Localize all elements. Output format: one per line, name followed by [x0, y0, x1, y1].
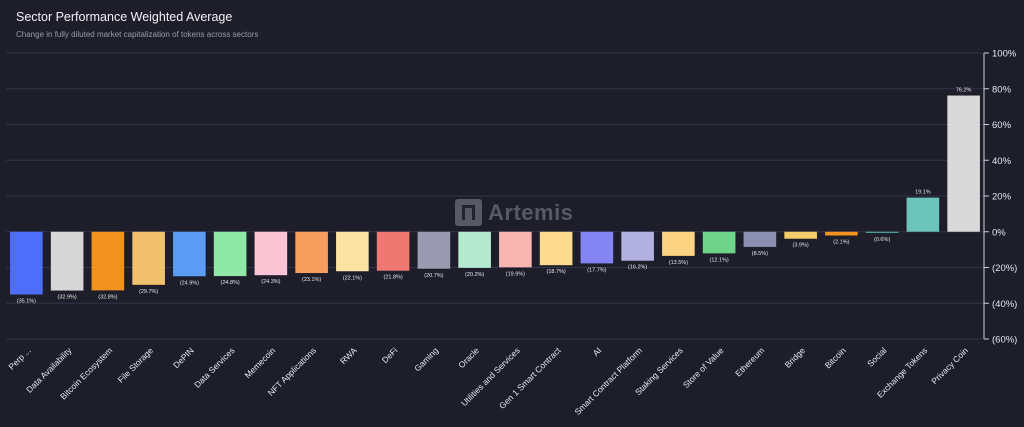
y-tick-label: 80%	[992, 84, 1012, 95]
data-label: (29.7%)	[139, 289, 158, 295]
data-label: (22.1%)	[343, 275, 362, 281]
bar	[336, 231, 369, 272]
bar	[947, 95, 980, 232]
data-label: (2.1%)	[833, 240, 849, 246]
data-label: (23.1%)	[302, 277, 321, 283]
data-label: (24.8%)	[220, 280, 239, 286]
bar	[621, 231, 654, 261]
artemis-logo-icon	[455, 199, 482, 226]
x-tick-label: DePIN	[171, 345, 196, 370]
y-tick-label: 40%	[992, 156, 1012, 167]
data-label: (16.2%)	[628, 265, 647, 271]
data-label: (21.8%)	[383, 275, 402, 281]
bar	[743, 231, 777, 247]
data-label: (24.9%)	[180, 280, 199, 286]
bar	[865, 231, 899, 233]
data-label: (20.2%)	[465, 272, 484, 278]
data-label: (17.7%)	[587, 267, 606, 273]
bar	[295, 231, 328, 274]
chart-subtitle: Change in fully diluted market capitaliz…	[16, 30, 259, 39]
data-label: (13.5%)	[669, 260, 688, 266]
x-tick-label: Store of Value	[681, 345, 726, 390]
watermark-text: Artemis	[488, 199, 574, 225]
bar	[132, 231, 165, 285]
bar	[539, 231, 573, 266]
data-label: (35.1%)	[17, 298, 36, 304]
y-tick-label: (40%)	[992, 299, 1017, 310]
data-label: 76.2%	[956, 88, 972, 94]
bar	[580, 231, 614, 264]
watermark: Artemis	[455, 199, 573, 226]
data-label: (3.9%)	[793, 243, 809, 249]
x-tick-label: AI	[591, 345, 604, 358]
data-label: 19.1%	[915, 190, 931, 196]
x-tick-label: File Storage	[116, 345, 156, 385]
bar	[499, 231, 532, 268]
x-tick-label: Gaming	[412, 345, 440, 373]
x-tick-label: Privacy Coin	[929, 345, 970, 386]
x-tick-label: Bridge	[783, 345, 808, 370]
chart-title: Sector Performance Weighted Average	[16, 10, 233, 24]
x-tick-label: RWA	[338, 345, 359, 366]
bar	[458, 231, 491, 268]
x-tick-label: Smart Contract Platform	[572, 345, 644, 417]
data-label: (12.1%)	[709, 257, 728, 263]
bar	[906, 197, 940, 232]
y-tick-label: 60%	[992, 120, 1012, 131]
bar	[417, 231, 451, 269]
data-label: (32.9%)	[57, 295, 76, 301]
y-tick-label: 20%	[992, 192, 1012, 203]
bar	[376, 231, 410, 271]
y-tick-label: 0%	[992, 227, 1006, 238]
x-tick-label: Ethereum	[733, 345, 766, 378]
bar	[254, 231, 288, 276]
y-tick-label: (60%)	[992, 335, 1017, 346]
bar	[662, 231, 695, 256]
x-tick-label: Oracle	[456, 345, 481, 370]
bar	[173, 231, 206, 277]
x-tick-label: Social	[865, 345, 889, 369]
x-tick-label: Data Services	[192, 345, 236, 389]
x-tick-label: Bitcoin	[823, 345, 848, 370]
data-label: (20.7%)	[424, 273, 443, 279]
bar	[213, 231, 247, 277]
y-tick-label: 100%	[992, 49, 1017, 60]
x-tick-label: DeFi	[380, 345, 400, 365]
data-label: (24.3%)	[261, 279, 280, 285]
bar	[825, 231, 858, 236]
bar	[10, 231, 43, 295]
bar	[91, 231, 125, 291]
x-tick-label: Perp ...	[6, 345, 32, 371]
y-tick-label: (20%)	[992, 263, 1017, 274]
data-label: (32.8%)	[98, 294, 117, 300]
data-label: (18.7%)	[546, 269, 565, 275]
data-label: (19.9%)	[506, 271, 525, 277]
bar	[784, 231, 817, 239]
x-tick-label: Memecoin	[242, 345, 277, 380]
bar	[702, 231, 736, 254]
data-label: (8.5%)	[752, 251, 768, 257]
bar	[50, 231, 84, 291]
data-label: (0.6%)	[874, 237, 890, 243]
